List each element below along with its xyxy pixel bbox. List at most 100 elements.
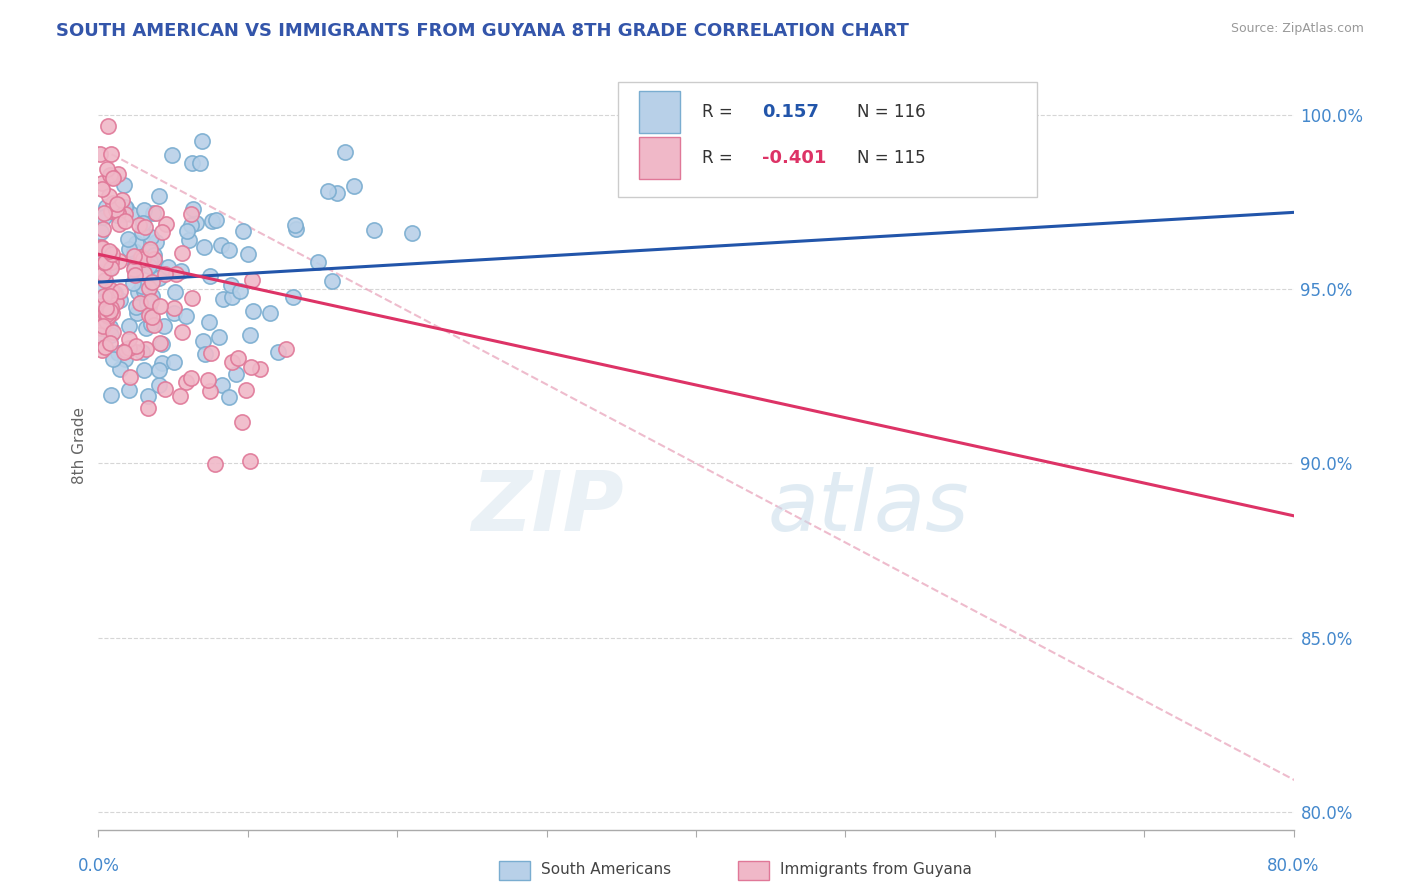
Text: 0.157: 0.157 (762, 103, 818, 121)
Point (97, 309, 120, 323)
Point (94, 313, 117, 327)
Point (91, 280, 114, 294)
Point (152, 225, 174, 239)
Point (93, 206, 115, 220)
Point (194, 347, 217, 361)
Point (100, 203, 122, 218)
Point (132, 216, 155, 230)
Point (239, 453, 262, 467)
Point (141, 289, 163, 303)
Point (117, 232, 139, 246)
Point (138, 308, 160, 322)
Point (98, 336, 121, 351)
Point (191, 134, 214, 148)
Point (108, 293, 131, 307)
Point (170, 263, 193, 277)
Y-axis label: 8th Grade: 8th Grade (72, 408, 87, 484)
Point (120, 369, 142, 384)
Point (134, 266, 156, 280)
Point (148, 363, 170, 377)
Point (100, 327, 122, 342)
Point (139, 294, 162, 309)
Point (176, 224, 198, 238)
Text: -0.401: -0.401 (762, 149, 827, 168)
Point (104, 285, 127, 300)
Point (141, 310, 163, 324)
Point (98, 260, 121, 275)
Point (180, 291, 202, 305)
Text: ZIP: ZIP (471, 467, 624, 548)
Text: Immigrants from Guyana: Immigrants from Guyana (780, 863, 972, 877)
Point (169, 389, 191, 403)
Point (186, 216, 208, 230)
Text: N = 115: N = 115 (858, 149, 927, 168)
Point (91, 267, 114, 281)
Point (204, 457, 226, 471)
Point (401, 227, 423, 241)
Point (226, 351, 249, 365)
Point (93, 222, 115, 236)
Point (155, 217, 177, 231)
Point (235, 383, 257, 397)
Point (89, 300, 111, 314)
Point (122, 276, 145, 290)
Point (200, 346, 222, 360)
Point (124, 339, 146, 353)
Point (138, 254, 160, 268)
Point (148, 189, 170, 203)
Point (134, 202, 156, 217)
Point (145, 206, 167, 220)
Point (94, 290, 117, 304)
Point (114, 200, 136, 214)
Point (138, 259, 160, 273)
Point (281, 290, 304, 304)
Point (100, 283, 122, 297)
Point (105, 202, 128, 217)
Point (162, 301, 184, 316)
Point (231, 415, 253, 429)
Point (193, 240, 215, 254)
Point (89, 147, 111, 161)
Point (93, 304, 115, 318)
Point (114, 351, 136, 366)
Point (112, 178, 135, 193)
Point (333, 145, 356, 160)
Point (343, 178, 366, 193)
Point (142, 248, 165, 262)
Point (132, 252, 155, 266)
Point (118, 332, 141, 346)
Point (100, 169, 122, 184)
Point (163, 305, 186, 319)
Point (240, 273, 263, 287)
Point (153, 383, 176, 397)
Point (284, 222, 307, 236)
Point (97, 244, 120, 258)
Point (145, 235, 167, 250)
Point (136, 255, 159, 269)
Point (93, 289, 115, 303)
Point (139, 244, 162, 258)
Point (163, 355, 186, 369)
Point (105, 196, 128, 211)
Point (122, 249, 145, 263)
Point (326, 186, 349, 200)
Point (107, 218, 129, 232)
Point (174, 376, 197, 390)
Point (139, 242, 162, 256)
Point (94, 255, 117, 269)
Point (139, 229, 162, 244)
Point (90, 250, 112, 264)
Point (94, 340, 117, 354)
Point (180, 206, 202, 220)
Point (100, 388, 122, 402)
Point (142, 206, 165, 220)
Point (105, 208, 128, 222)
Point (118, 341, 141, 355)
Point (100, 306, 122, 320)
Point (90, 182, 112, 196)
Point (98, 289, 121, 303)
Point (98, 303, 121, 318)
Point (179, 233, 201, 247)
Point (180, 218, 202, 232)
Point (242, 304, 264, 318)
